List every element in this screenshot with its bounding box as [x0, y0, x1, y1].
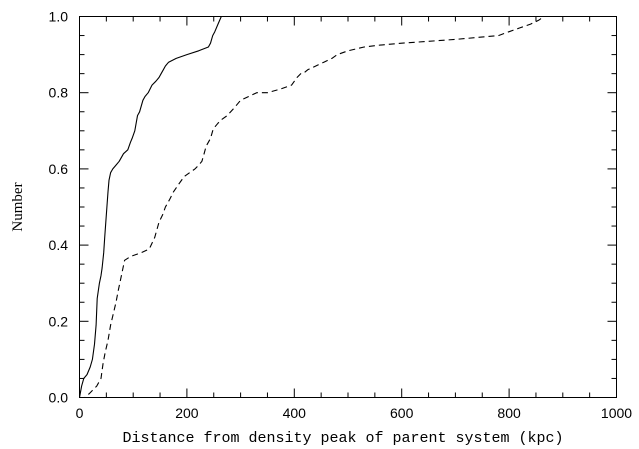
y-tick-label: 0.4 [49, 237, 69, 253]
x-tick-label: 600 [390, 405, 414, 421]
x-tick-label: 800 [497, 405, 521, 421]
series-line-solid [78, 16, 222, 398]
x-tick-label: 200 [175, 405, 199, 421]
tick-marks [79, 16, 617, 398]
y-tick-label: 0.6 [49, 161, 69, 177]
y-tick-label: 0.2 [49, 313, 69, 329]
y-tick-label: 0.8 [49, 85, 69, 101]
plot-frame [79, 16, 617, 398]
y-tick-label: 1.0 [49, 9, 69, 25]
y-tick-labels: 0.0 0.2 0.4 0.6 0.8 1.0 [49, 9, 69, 406]
y-axis-label: Number [10, 182, 26, 231]
x-tick-label: 0 [76, 405, 84, 421]
x-tick-labels: 0 200 400 600 800 1000 [76, 405, 633, 421]
x-axis-label: Distance from density peak of parent sys… [122, 430, 563, 447]
y-tick-label: 0.0 [49, 390, 69, 406]
series-group [78, 16, 545, 399]
series-line-dashed [79, 16, 545, 399]
x-tick-label: 1000 [601, 405, 632, 421]
x-tick-label: 400 [283, 405, 307, 421]
